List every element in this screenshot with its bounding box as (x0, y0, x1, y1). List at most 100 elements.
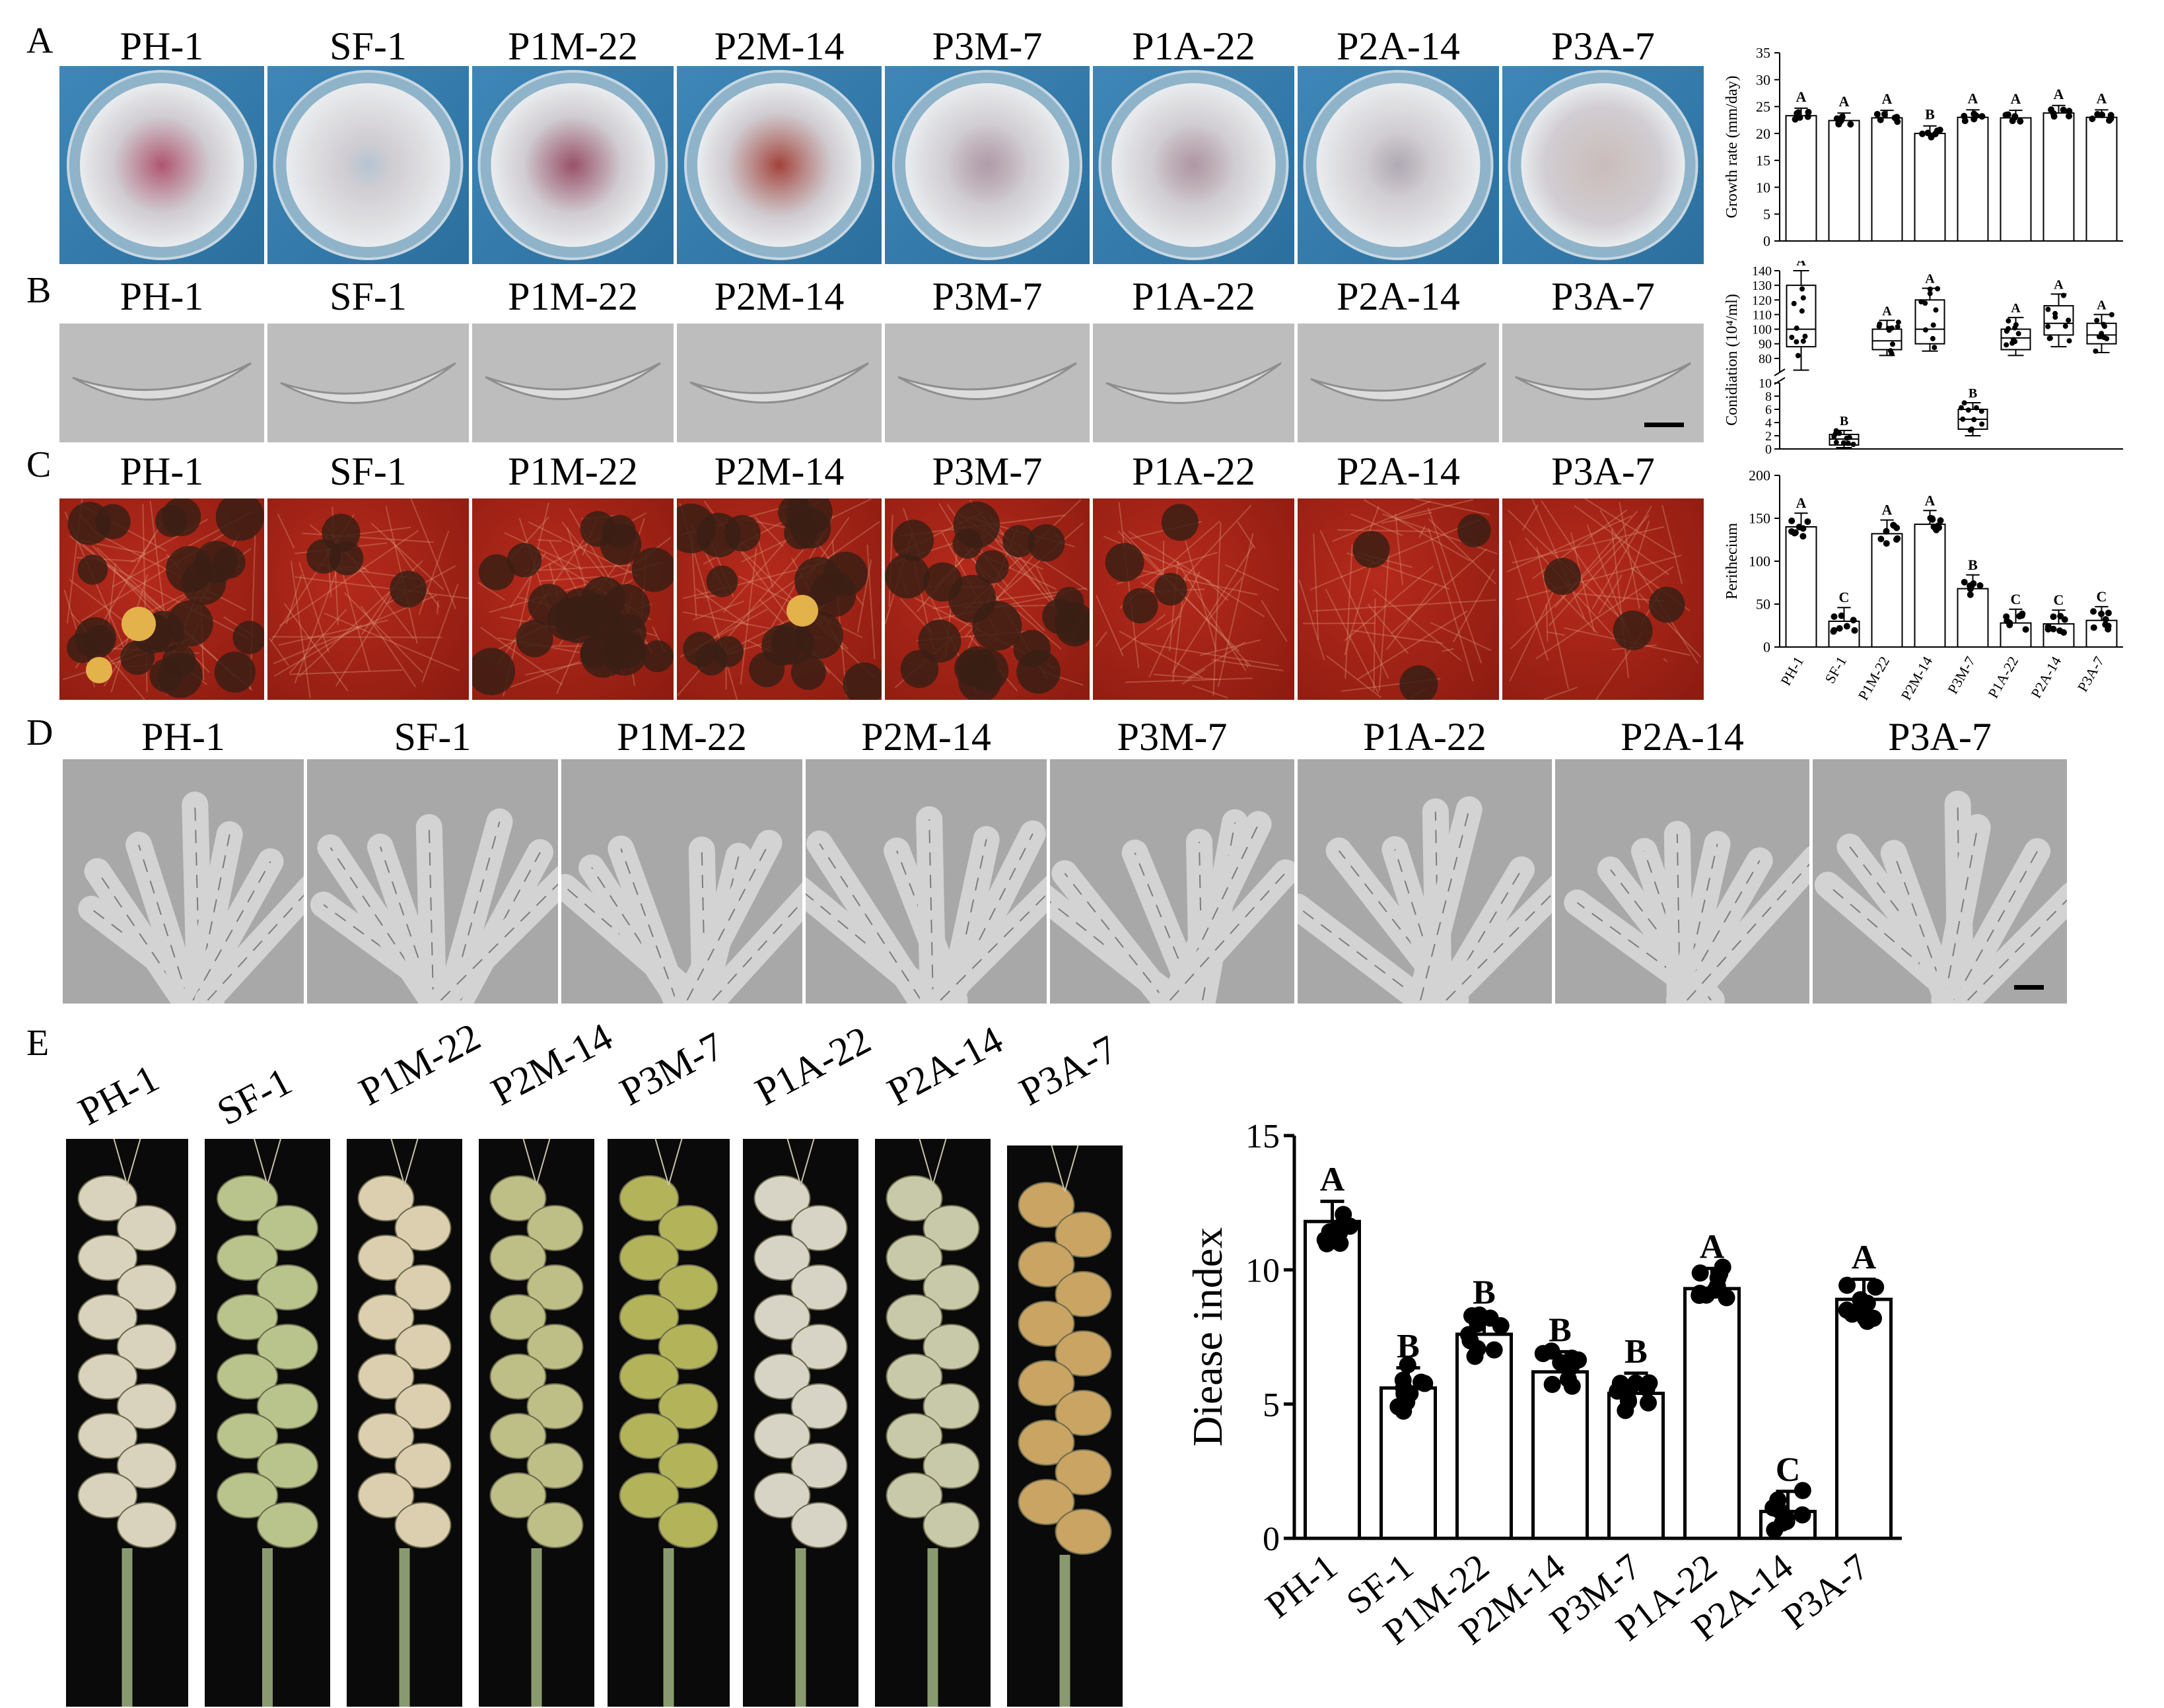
data-point (2006, 325, 2011, 331)
significance-letter: A (1839, 93, 1850, 110)
significance-letter: C (2054, 592, 2064, 608)
data-point (2004, 111, 2011, 118)
strain-label: PH-1 (120, 24, 204, 68)
data-point (1335, 1206, 1352, 1223)
data-point (1976, 582, 1984, 589)
data-point (1795, 353, 1801, 359)
data-point (1930, 322, 1936, 328)
data-point (1959, 405, 1965, 411)
strain-label: P3M-7 (932, 450, 1043, 493)
data-point (2045, 306, 2051, 312)
significance-letter: A (1320, 1161, 1345, 1199)
wheat-spike-image (743, 1139, 858, 1707)
scale-bar (2014, 985, 2044, 990)
y-tick-label: 100 (1752, 323, 1772, 337)
y-tick-label: 10 (1245, 1252, 1280, 1290)
data-point (2094, 318, 2100, 324)
data-point (1895, 324, 1901, 329)
significance-letter: B (1473, 1274, 1496, 1311)
data-point (1881, 110, 1888, 118)
significance-letter: A (2097, 298, 2107, 312)
asci-image (1813, 759, 2067, 1004)
strain-label: P3M-7 (932, 275, 1043, 318)
strain-label: P2A-14 (1337, 450, 1460, 493)
significance-letter: A (2011, 301, 2021, 316)
data-point (2061, 616, 2068, 623)
wheat-spike-image (347, 1139, 462, 1707)
strain-label: SF-1 (210, 1059, 299, 1134)
data-point (1978, 113, 1986, 120)
conidium-image (472, 324, 674, 442)
data-point (1887, 348, 1893, 354)
asci-image (63, 759, 304, 1004)
bar (1683, 1287, 1741, 1540)
x-tick-label: P1M-22 (1855, 654, 1893, 703)
data-point (2090, 624, 2097, 631)
data-point (1858, 1294, 1876, 1312)
data-point (1876, 324, 1882, 329)
data-point (1791, 300, 1797, 306)
data-point (1922, 327, 1928, 333)
data-point (1794, 1482, 1811, 1499)
data-point (2066, 338, 2072, 344)
conidium-image (885, 324, 1090, 442)
bar (1957, 116, 1989, 242)
data-point (1937, 517, 1944, 524)
data-point (1395, 1384, 1413, 1402)
strain-label: P1M-22 (617, 715, 747, 759)
petri-dish-image (677, 66, 882, 264)
data-point (1800, 295, 1806, 301)
data-point (1843, 623, 1850, 630)
y-tick-label: 10 (1756, 179, 1770, 195)
data-point (1961, 400, 1967, 406)
bar (1531, 1370, 1589, 1540)
significance-letter: B (1549, 1311, 1572, 1349)
strain-label: P1A-22 (748, 1017, 878, 1114)
data-point (2004, 617, 2011, 625)
data-point (1930, 335, 1936, 341)
data-point (2060, 106, 2067, 114)
y-tick-label: 15 (1756, 153, 1770, 169)
y-tick-label: 30 (1756, 71, 1770, 88)
significance-letter: A (1796, 495, 1807, 511)
data-point (2066, 318, 2072, 324)
data-point (2090, 608, 2097, 615)
data-point (2050, 113, 2058, 120)
data-point (1928, 133, 1935, 141)
data-point (1792, 116, 1799, 123)
petri-dish-image (885, 66, 1090, 264)
data-point (1877, 535, 1885, 543)
data-point (1927, 290, 1933, 296)
data-point (2011, 114, 2019, 121)
data-point (2102, 616, 2109, 623)
data-point (2015, 331, 2021, 337)
data-point (1485, 1341, 1503, 1359)
strain-label: P1A-22 (1132, 24, 1255, 68)
x-tick-label: P2M-14 (1898, 654, 1936, 703)
y-tick-label: 110 (1753, 308, 1772, 322)
strain-label: P3M-7 (932, 24, 1043, 68)
asci-image (307, 759, 558, 1004)
data-point (2019, 610, 2026, 617)
data-point (1788, 517, 1796, 524)
y-tick-label: 200 (1749, 467, 1770, 484)
data-point (1919, 130, 1926, 137)
strain-label: PH-1 (120, 450, 204, 493)
data-point (1799, 308, 1805, 314)
y-tick-label: 0 (1763, 233, 1770, 250)
data-point (2062, 324, 2068, 329)
asci-image (806, 759, 1047, 1004)
data-point (1794, 325, 1799, 331)
data-point (1867, 1278, 1885, 1296)
x-tick-label: P1A-22 (1984, 654, 2021, 701)
y-tick-label: 80 (1759, 352, 1772, 366)
data-point (1883, 528, 1890, 535)
data-point (1840, 440, 1846, 446)
data-point (1831, 613, 1838, 620)
strain-label: PH-1 (141, 715, 225, 759)
significance-letter: A (2097, 90, 2107, 106)
data-point (1865, 1309, 1883, 1327)
strain-label: P2A-14 (1337, 275, 1460, 318)
data-point (2106, 117, 2113, 124)
data-point (1936, 524, 1943, 531)
